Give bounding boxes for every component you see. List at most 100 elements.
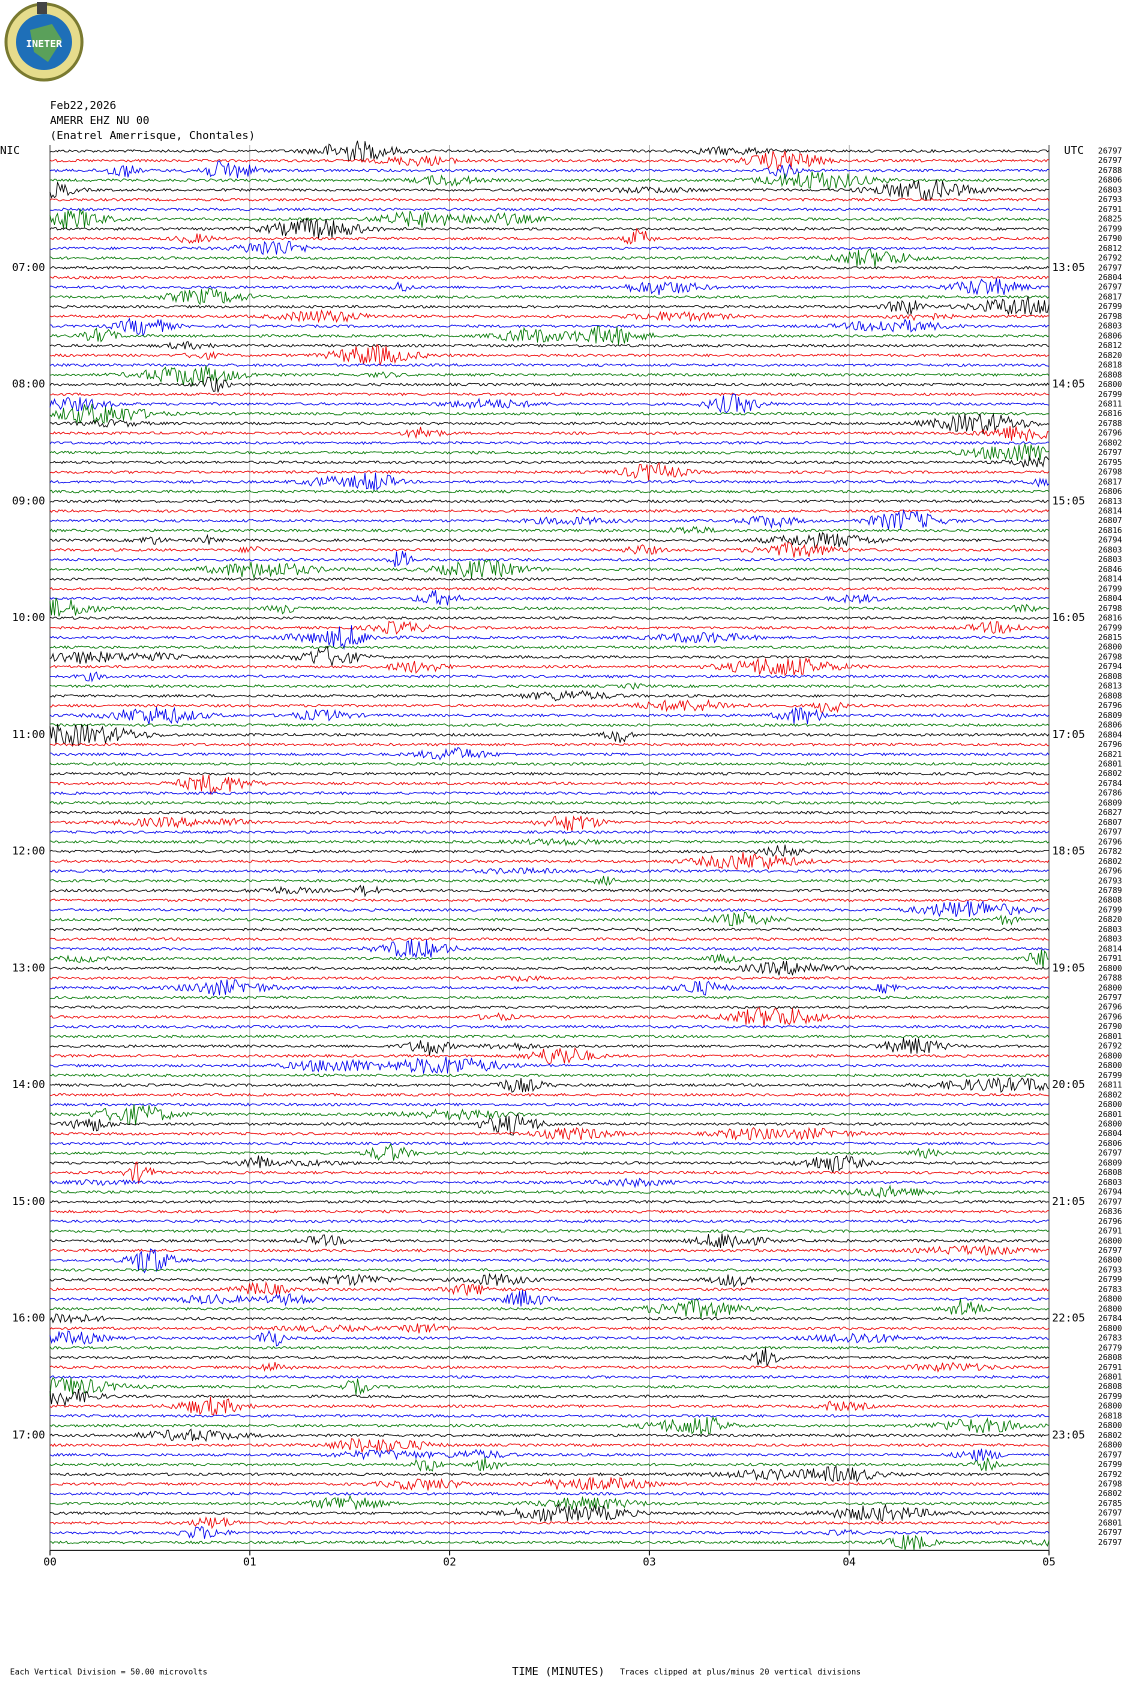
seismic-trace (49, 171, 1050, 191)
seismic-trace (49, 1034, 1050, 1039)
seismic-trace (49, 1516, 1050, 1530)
hour-label: 13:05 (1052, 261, 1085, 274)
trace-value: 26792 (1098, 1042, 1122, 1051)
trace-value: 26799 (1098, 905, 1122, 914)
seismic-trace (49, 1161, 1050, 1184)
trace-value: 26798 (1098, 312, 1122, 321)
trace-value: 26797 (1098, 1246, 1122, 1255)
x-tick-label: 04 (843, 1555, 857, 1568)
trace-value: 26788 (1098, 166, 1122, 175)
seismic-trace (49, 287, 1050, 306)
trace-value: 26800 (1098, 643, 1122, 652)
hour-label: 21:05 (1052, 1195, 1085, 1208)
trace-value: 26807 (1098, 516, 1122, 525)
seismic-trace (49, 1377, 1050, 1396)
hour-label: 11:00 (12, 728, 45, 741)
trace-value: 26806 (1098, 721, 1122, 730)
seismic-trace (49, 1126, 1049, 1141)
seismic-trace (50, 960, 1050, 976)
seismic-trace (49, 1330, 1050, 1347)
seismic-trace (49, 671, 1050, 683)
trace-value: 26791 (1098, 205, 1122, 214)
trace-value: 26796 (1098, 837, 1122, 846)
seismic-trace (49, 541, 1050, 558)
date: Feb22,2026 (50, 99, 116, 112)
trace-value: 26800 (1098, 1256, 1122, 1265)
trace-value: 26809 (1098, 798, 1122, 807)
trace-value: 26811 (1098, 399, 1122, 408)
seismic-trace (49, 499, 1050, 504)
trace-value: 26797 (1098, 828, 1122, 837)
trace-value: 26803 (1098, 555, 1122, 564)
trace-value: 26785 (1098, 1499, 1122, 1508)
trace-value: 26795 (1098, 458, 1122, 467)
trace-value: 26790 (1098, 1022, 1122, 1031)
seismic-trace (49, 949, 1050, 969)
trace-value: 26817 (1098, 292, 1122, 301)
seismic-trace (49, 939, 1050, 959)
seismic-trace (49, 1056, 1050, 1074)
logo-text: INETER (26, 39, 63, 50)
trace-value: 26808 (1098, 672, 1122, 681)
trace-value: 26804 (1098, 730, 1122, 739)
trace-value: 26813 (1098, 497, 1122, 506)
seismic-trace (49, 559, 1049, 580)
seismic-trace (49, 586, 1050, 591)
trace-value: 26797 (1098, 1509, 1122, 1518)
trace-value: 26799 (1098, 1460, 1122, 1469)
trace-value: 26797 (1098, 1528, 1122, 1537)
seismic-trace (49, 746, 1050, 761)
trace-value: 26799 (1098, 1071, 1122, 1080)
trace-value: 26820 (1098, 351, 1122, 360)
seismic-trace (49, 1415, 1050, 1435)
seismic-trace (49, 376, 1050, 393)
seismic-trace (50, 412, 1050, 435)
trace-value: 26813 (1098, 682, 1122, 691)
seismic-trace (49, 1077, 1050, 1093)
x-tick-label: 02 (443, 1555, 456, 1568)
trace-value: 26796 (1098, 1012, 1122, 1021)
trace-value: 26800 (1098, 1421, 1122, 1430)
seismic-trace (49, 317, 1050, 337)
seismic-trace (49, 440, 1050, 446)
seismic-trace (49, 995, 1050, 1000)
trace-value: 26797 (1098, 156, 1122, 165)
right-zone: UTC (1064, 144, 1084, 157)
trace-value: 26799 (1098, 390, 1122, 399)
seismic-trace (49, 140, 1050, 162)
trace-value: 26804 (1098, 594, 1122, 603)
trace-value: 26783 (1098, 1334, 1122, 1343)
trace-value: 26804 (1098, 1129, 1122, 1138)
hour-label: 14:00 (12, 1078, 45, 1091)
clip-note: Traces clipped at plus/minus 20 vertical… (620, 1668, 861, 1677)
seismic-trace (49, 1005, 1050, 1010)
seismic-trace (49, 403, 1050, 425)
seismic-trace (50, 1289, 1050, 1307)
trace-value: 26791 (1098, 1363, 1122, 1372)
seismic-trace (49, 1526, 1050, 1539)
seismic-trace (49, 240, 1050, 256)
seismic-trace (49, 227, 1050, 245)
seismic-trace (49, 1448, 1050, 1462)
seismic-trace (49, 179, 1050, 202)
seismic-trace (50, 1092, 1050, 1097)
seismic-trace (49, 1184, 1050, 1199)
trace-value: 26796 (1098, 867, 1122, 876)
trace-value: 26783 (1098, 1285, 1122, 1294)
seismic-trace (49, 1143, 1050, 1161)
seismic-trace (50, 927, 1050, 932)
seismic-trace (49, 265, 1050, 270)
seismic-trace (49, 1428, 1050, 1443)
seismic-trace (49, 393, 1050, 414)
trace-value: 26794 (1098, 536, 1122, 545)
seismic-trace (49, 1313, 1050, 1324)
seismic-trace (49, 1361, 1050, 1373)
trace-value: 26806 (1098, 176, 1122, 185)
trace-value: 26815 (1098, 633, 1122, 642)
trace-value: 26779 (1098, 1343, 1122, 1352)
seismic-trace (49, 1494, 1050, 1510)
trace-value: 26816 (1098, 526, 1122, 535)
seismic-trace (49, 1177, 1050, 1189)
hour-label: 07:00 (12, 261, 45, 274)
trace-value: 26802 (1098, 1489, 1122, 1498)
